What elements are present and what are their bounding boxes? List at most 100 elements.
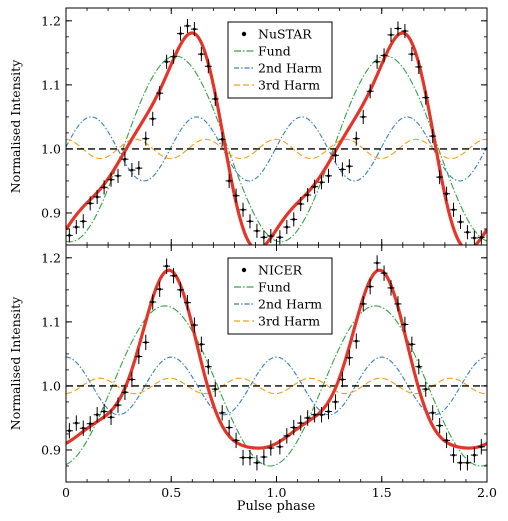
legend-label: 3rd Harm bbox=[258, 78, 320, 93]
panel-bottom: 0.9 1.0 1.1 1.2 0 0.5 1.0 1.5 2.0 Normalised Inte… bbox=[8, 244, 497, 500]
data-point bbox=[278, 445, 282, 449]
data-point bbox=[417, 365, 421, 369]
data-point bbox=[186, 301, 189, 305]
data-point bbox=[213, 97, 217, 101]
data-point bbox=[116, 403, 120, 407]
model-curve bbox=[66, 268, 487, 450]
data-point bbox=[137, 166, 141, 170]
data-point bbox=[368, 285, 372, 289]
data-point bbox=[95, 413, 99, 417]
data-point bbox=[299, 202, 303, 206]
data-point bbox=[452, 208, 455, 212]
y-tick-label: 1.0 bbox=[41, 141, 61, 156]
y-tick-label: 1.0 bbox=[41, 378, 61, 393]
data-point bbox=[445, 192, 448, 196]
data-point bbox=[452, 453, 455, 457]
legend-label: 2nd Harm bbox=[258, 297, 322, 312]
data-point bbox=[424, 96, 428, 100]
data-point bbox=[199, 52, 203, 56]
data-point bbox=[327, 174, 330, 178]
panel-top: 0.9 1.0 1.1 1.2 Normalised Intensity NuSTAR Fu… bbox=[8, 7, 488, 246]
data-point bbox=[403, 323, 407, 326]
data-point bbox=[144, 137, 148, 141]
legend-label: 3rd Harm bbox=[258, 314, 320, 329]
data-point bbox=[466, 230, 469, 234]
data-point bbox=[375, 60, 379, 64]
data-point bbox=[375, 261, 379, 265]
plot-area bbox=[66, 18, 487, 245]
data-point bbox=[313, 185, 317, 189]
data-point bbox=[102, 410, 106, 413]
x-tick-label: 0.5 bbox=[161, 485, 181, 500]
data-point bbox=[424, 387, 428, 391]
data-point bbox=[227, 426, 231, 429]
data-point bbox=[151, 300, 155, 304]
data-point bbox=[361, 115, 365, 119]
data-point bbox=[410, 342, 414, 346]
data-point bbox=[81, 219, 85, 223]
data-point bbox=[227, 179, 231, 183]
legend-label-data: NuSTAR bbox=[258, 27, 312, 42]
data-point bbox=[88, 422, 92, 426]
data-point bbox=[389, 33, 393, 37]
data-point bbox=[102, 185, 106, 189]
data-point bbox=[472, 453, 476, 457]
data-point bbox=[292, 426, 296, 429]
plot-area bbox=[66, 255, 487, 471]
legend-label: 2nd Harm bbox=[258, 61, 322, 76]
data-point bbox=[382, 271, 386, 275]
data-point bbox=[472, 236, 476, 240]
data-point bbox=[340, 168, 344, 171]
data-point bbox=[137, 355, 141, 358]
data-point bbox=[123, 157, 127, 161]
component-curve-3rd-harm bbox=[66, 138, 487, 160]
data-point bbox=[320, 413, 323, 417]
data-point bbox=[396, 27, 400, 30]
data-point bbox=[220, 411, 224, 415]
data-point bbox=[220, 137, 224, 141]
data-point bbox=[179, 288, 182, 292]
data-point bbox=[234, 194, 238, 198]
data-point bbox=[248, 456, 252, 460]
legend-label: Fund bbox=[258, 44, 291, 59]
x-axis-label: Pulse phase bbox=[237, 499, 316, 514]
x-tick-label: 0 bbox=[62, 485, 70, 500]
component-curve-2nd-harm bbox=[66, 116, 487, 182]
data-point bbox=[269, 446, 273, 450]
data-point bbox=[278, 235, 282, 239]
x-tick-label: 1.0 bbox=[267, 485, 287, 500]
data-point bbox=[285, 225, 289, 229]
data-point bbox=[354, 339, 358, 343]
data-point bbox=[445, 438, 448, 442]
x-tick-label: 2.0 bbox=[477, 485, 497, 500]
data-point bbox=[389, 286, 393, 290]
component-curve-2nd-harm bbox=[66, 356, 487, 416]
data-point bbox=[67, 233, 71, 237]
data-point bbox=[306, 416, 310, 420]
data-point bbox=[130, 168, 134, 172]
data-point bbox=[466, 461, 469, 465]
data-point bbox=[158, 287, 162, 291]
data-point bbox=[248, 219, 252, 223]
data-point bbox=[327, 410, 330, 413]
data-point bbox=[206, 365, 210, 369]
data-point bbox=[479, 235, 483, 239]
data-point bbox=[262, 235, 266, 239]
data-point bbox=[438, 175, 442, 179]
data-point bbox=[193, 323, 196, 327]
data-point bbox=[130, 378, 134, 381]
data-point bbox=[410, 52, 414, 56]
data-point bbox=[459, 461, 462, 465]
component-curve-3rd-harm bbox=[66, 377, 487, 395]
data-point bbox=[144, 340, 148, 344]
y-tick-label: 0.9 bbox=[41, 205, 61, 220]
data-point bbox=[438, 424, 442, 428]
data-point bbox=[74, 225, 78, 229]
data-point bbox=[95, 195, 99, 199]
legend-label-data: NICER bbox=[258, 263, 303, 278]
data-point bbox=[199, 342, 203, 346]
data-point bbox=[320, 180, 323, 184]
data-point bbox=[334, 153, 337, 157]
data-point bbox=[403, 29, 407, 33]
x-tick-label: 1.5 bbox=[372, 485, 392, 500]
